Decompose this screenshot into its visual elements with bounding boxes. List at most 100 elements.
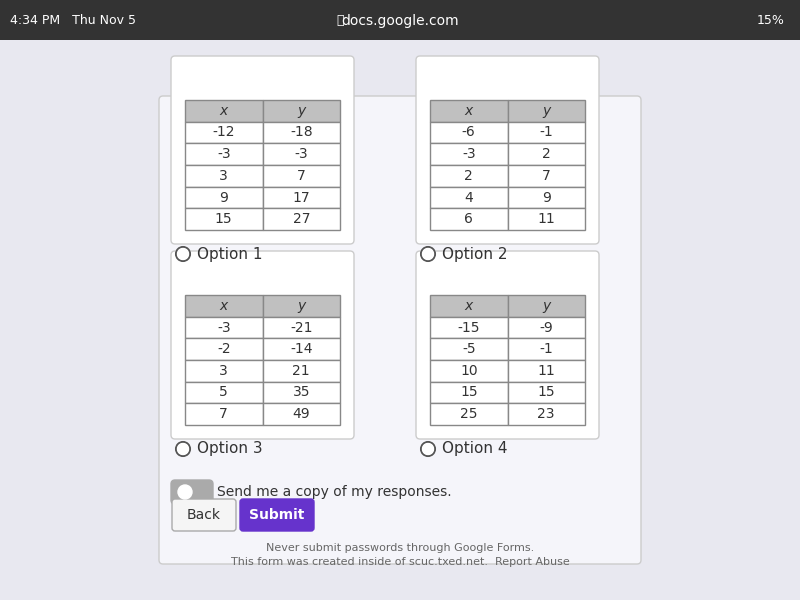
Text: 25: 25	[460, 407, 478, 421]
Bar	[430, 317, 507, 338]
Text: 21: 21	[293, 364, 310, 378]
Bar	[185, 187, 262, 208]
Text: y: y	[542, 299, 550, 313]
Text: 15: 15	[215, 212, 233, 226]
Text: -12: -12	[213, 125, 235, 139]
Text: -15: -15	[458, 320, 480, 335]
Text: 2: 2	[542, 147, 550, 161]
Text: 2: 2	[464, 169, 473, 183]
Bar	[185, 360, 262, 382]
Text: 🔒: 🔒	[336, 14, 344, 28]
Text: 9: 9	[219, 191, 228, 205]
Text: 3: 3	[219, 169, 228, 183]
Bar	[430, 403, 507, 425]
Circle shape	[178, 443, 189, 455]
Text: -5: -5	[462, 342, 475, 356]
Text: x: x	[220, 299, 228, 313]
Text: x: x	[465, 104, 473, 118]
Text: 11: 11	[538, 212, 555, 226]
Text: Back: Back	[187, 508, 221, 522]
Text: Option 4: Option 4	[442, 442, 507, 457]
Text: 6: 6	[464, 212, 473, 226]
Text: 27: 27	[293, 212, 310, 226]
Bar	[185, 338, 262, 360]
FancyBboxPatch shape	[240, 499, 314, 531]
Text: -2: -2	[217, 342, 230, 356]
Bar	[430, 295, 507, 317]
Text: -21: -21	[290, 320, 313, 335]
Bar	[507, 143, 585, 165]
Text: 4:34 PM   Thu Nov 5: 4:34 PM Thu Nov 5	[10, 14, 136, 28]
Bar	[507, 338, 585, 360]
Bar	[507, 403, 585, 425]
Text: Option 2: Option 2	[442, 247, 507, 262]
Bar	[185, 208, 262, 230]
Text: Send me a copy of my responses.: Send me a copy of my responses.	[217, 485, 452, 499]
Text: Never submit passwords through Google Forms.: Never submit passwords through Google Fo…	[266, 543, 534, 553]
FancyBboxPatch shape	[159, 96, 641, 564]
FancyBboxPatch shape	[172, 499, 236, 531]
Bar	[507, 187, 585, 208]
Bar	[185, 143, 262, 165]
Circle shape	[178, 248, 189, 259]
Bar	[507, 382, 585, 403]
Text: -3: -3	[217, 320, 230, 335]
Text: 9: 9	[542, 191, 550, 205]
FancyBboxPatch shape	[171, 480, 213, 504]
Text: -18: -18	[290, 125, 313, 139]
Text: 15%: 15%	[757, 14, 785, 28]
Bar	[262, 208, 340, 230]
Text: -3: -3	[217, 147, 230, 161]
Bar	[185, 382, 262, 403]
Bar	[262, 165, 340, 187]
Text: 10: 10	[460, 364, 478, 378]
Text: Option 3: Option 3	[197, 442, 262, 457]
Bar	[507, 295, 585, 317]
Bar	[507, 360, 585, 382]
Bar	[430, 100, 507, 122]
Bar	[262, 143, 340, 165]
Bar	[507, 100, 585, 122]
Text: y: y	[297, 299, 306, 313]
Text: This form was created inside of scuc.txed.net.  Report Abuse: This form was created inside of scuc.txe…	[230, 557, 570, 567]
Bar	[262, 338, 340, 360]
Bar	[185, 403, 262, 425]
Bar	[430, 122, 507, 143]
Text: x: x	[220, 104, 228, 118]
Bar	[430, 338, 507, 360]
Text: y: y	[297, 104, 306, 118]
Text: Option 1: Option 1	[197, 247, 262, 262]
Bar	[262, 295, 340, 317]
Text: 11: 11	[538, 364, 555, 378]
FancyBboxPatch shape	[171, 56, 354, 244]
Text: 7: 7	[297, 169, 306, 183]
Text: -9: -9	[539, 320, 553, 335]
Bar	[430, 382, 507, 403]
Bar	[430, 208, 507, 230]
Bar	[507, 317, 585, 338]
Bar	[507, 122, 585, 143]
Text: -14: -14	[290, 342, 313, 356]
FancyBboxPatch shape	[416, 56, 599, 244]
Text: 4: 4	[464, 191, 473, 205]
Bar	[430, 360, 507, 382]
Text: 15: 15	[538, 385, 555, 400]
Text: -6: -6	[462, 125, 476, 139]
Text: 49: 49	[293, 407, 310, 421]
Text: 23: 23	[538, 407, 555, 421]
Text: 7: 7	[542, 169, 550, 183]
Bar	[0, 0, 800, 40]
Text: x: x	[465, 299, 473, 313]
Bar	[262, 100, 340, 122]
Bar	[430, 165, 507, 187]
Bar	[185, 317, 262, 338]
Circle shape	[422, 443, 434, 455]
Text: -3: -3	[294, 147, 308, 161]
Text: y: y	[542, 104, 550, 118]
Bar	[185, 122, 262, 143]
Bar	[185, 100, 262, 122]
Bar	[430, 187, 507, 208]
Text: -3: -3	[462, 147, 475, 161]
Text: Submit: Submit	[250, 508, 305, 522]
FancyBboxPatch shape	[416, 251, 599, 439]
